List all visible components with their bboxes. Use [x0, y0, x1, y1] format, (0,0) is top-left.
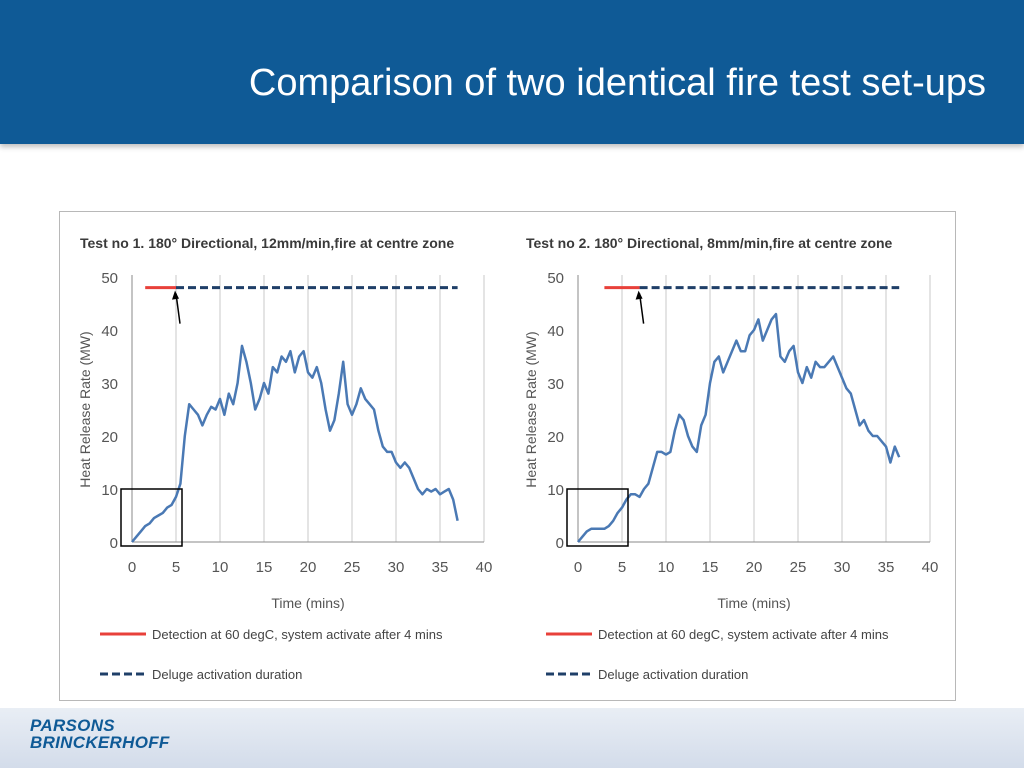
legend-label: Detection at 60 degC, system activate af… — [598, 627, 889, 642]
y-tick-label: 0 — [556, 535, 564, 552]
activation-arrow-head — [172, 290, 179, 300]
legend-label: Detection at 60 degC, system activate af… — [152, 627, 443, 642]
x-tick-label: 0 — [574, 559, 582, 576]
logo-line-1: PARSONS — [30, 716, 115, 735]
line-chart-1: Test no 1. 180° Directional, 12mm/min,fi… — [77, 235, 493, 682]
y-tick-label: 40 — [547, 323, 564, 340]
x-tick-label: 30 — [388, 559, 405, 576]
y-tick-label: 20 — [547, 429, 564, 446]
y-tick-label: 50 — [101, 270, 118, 287]
figure-frame: Test no 1. 180° Directional, 12mm/min,fi… — [59, 211, 956, 701]
x-tick-label: 5 — [618, 559, 626, 576]
y-tick-label: 40 — [101, 323, 118, 340]
footer-band — [0, 708, 1024, 768]
chart-panel-test-1: Test no 1. 180° Directional, 12mm/min,fi… — [60, 212, 500, 700]
company-logo: PARSONS BRINCKERHOFF — [30, 717, 170, 751]
line-chart-2: Test no 2. 180° Directional, 8mm/min,fir… — [523, 235, 939, 682]
x-tick-label: 5 — [172, 559, 180, 576]
x-tick-label: 25 — [790, 559, 807, 576]
x-tick-label: 35 — [878, 559, 895, 576]
x-tick-label: 20 — [300, 559, 317, 576]
title-bar: Comparison of two identical fire test se… — [0, 0, 1024, 144]
y-tick-label: 20 — [101, 429, 118, 446]
y-tick-label: 30 — [101, 376, 118, 393]
x-axis-label: Time (mins) — [717, 595, 790, 611]
x-tick-label: 0 — [128, 559, 136, 576]
chart-panel-test-2: Test no 2. 180° Directional, 8mm/min,fir… — [506, 212, 946, 700]
early-phase-highlight-box — [120, 488, 183, 547]
chart-title: Test no 1. 180° Directional, 12mm/min,fi… — [80, 235, 454, 251]
legend-label: Deluge activation duration — [152, 667, 302, 682]
x-tick-label: 15 — [256, 559, 273, 576]
x-tick-label: 20 — [746, 559, 763, 576]
legend-label: Deluge activation duration — [598, 667, 748, 682]
y-tick-label: 50 — [547, 270, 564, 287]
activation-arrow-head — [635, 290, 643, 300]
x-tick-label: 15 — [702, 559, 719, 576]
x-tick-label: 40 — [476, 559, 493, 576]
x-axis-label: Time (mins) — [271, 595, 344, 611]
slide-title: Comparison of two identical fire test se… — [248, 62, 986, 104]
chart-title: Test no 2. 180° Directional, 8mm/min,fir… — [526, 235, 893, 251]
y-tick-label: 30 — [547, 376, 564, 393]
x-tick-label: 30 — [834, 559, 851, 576]
y-tick-label: 10 — [101, 482, 118, 499]
x-tick-label: 10 — [212, 559, 229, 576]
x-tick-label: 10 — [658, 559, 675, 576]
y-tick-label: 10 — [547, 482, 564, 499]
x-tick-label: 35 — [432, 559, 449, 576]
x-tick-label: 25 — [344, 559, 361, 576]
early-phase-highlight-box — [566, 488, 629, 547]
hrr-series-line — [577, 312, 901, 543]
hrr-series-line — [131, 344, 459, 543]
y-tick-label: 0 — [110, 535, 118, 552]
logo-line-2: BRINCKERHOFF — [30, 733, 170, 752]
x-tick-label: 40 — [922, 559, 939, 576]
y-axis-label: Heat Release Rate (MW) — [523, 331, 539, 487]
y-axis-label: Heat Release Rate (MW) — [77, 331, 93, 487]
